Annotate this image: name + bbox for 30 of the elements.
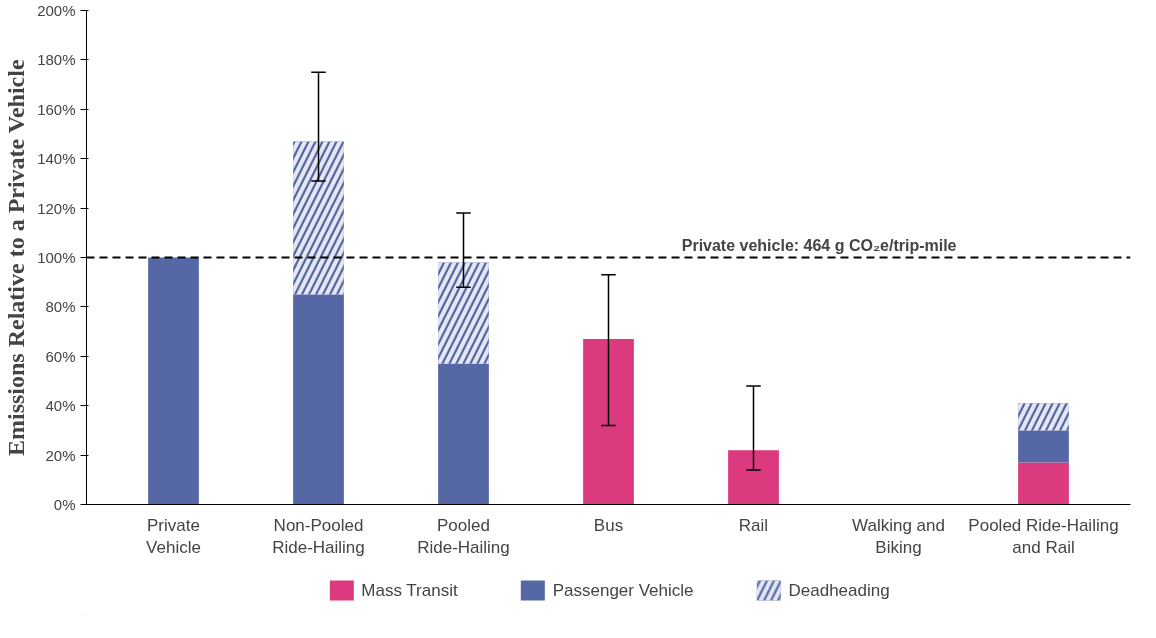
- x-tick-label: Rail: [738, 515, 769, 535]
- y-tick-label: 200%: [37, 2, 76, 19]
- bar: [1018, 462, 1069, 505]
- legend-label: Passenger Vehicle: [552, 580, 694, 600]
- bar: [583, 339, 634, 505]
- y-tick-label: 140%: [37, 150, 76, 168]
- bar: [293, 294, 344, 505]
- bar: [728, 450, 779, 505]
- y-tick-label: 20%: [45, 446, 76, 464]
- y-tick-label: 160%: [37, 100, 76, 118]
- y-tick-label: 100%: [37, 249, 76, 266]
- y-tick-label: 120%: [37, 199, 76, 217]
- bar: [148, 257, 199, 505]
- x-tick-label: Non-Pooled Ride-Hailing: [272, 515, 365, 558]
- legend-label: Mass Transit: [361, 580, 458, 600]
- y-tick-label: 80%: [45, 298, 76, 316]
- x-tick-label: Walking and Biking: [852, 515, 945, 558]
- x-tick-label: Pooled Ride-Hailing and Rail: [968, 515, 1119, 558]
- y-tick-label: 40%: [45, 397, 76, 415]
- x-tick-label: Bus: [593, 515, 624, 535]
- y-tick-label: 0%: [53, 496, 76, 513]
- x-tick-label: Pooled Ride-Hailing: [417, 515, 510, 558]
- legend-label: Deadheading: [788, 580, 890, 600]
- bar: [1018, 430, 1069, 463]
- y-tick-label: 180%: [37, 51, 76, 69]
- x-tick-label: Private Vehicle: [146, 515, 201, 558]
- y-tick-label: 60%: [45, 347, 76, 365]
- bar: [438, 363, 489, 505]
- annotation: Private vehicle: 464 g CO₂e/trip-mile: [681, 236, 957, 254]
- y-axis-title: Emissions Relative to a Private Vehicle: [3, 59, 30, 457]
